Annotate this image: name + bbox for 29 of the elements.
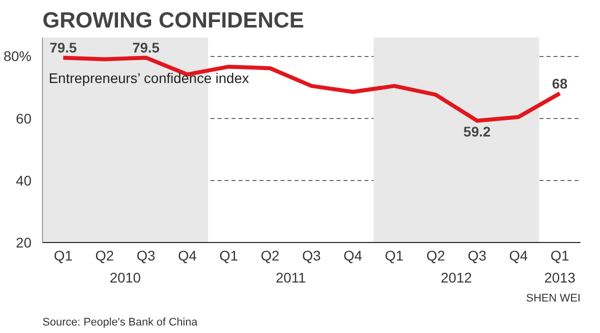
text: 2012 (440, 270, 472, 286)
x-tick-label: Q2 (260, 248, 280, 264)
text: 2010 (110, 270, 142, 286)
data-label: 59.2 (463, 124, 491, 140)
series-label: Entrepreneurs’ confidence index (48, 70, 249, 86)
y-tick-label: 80% (3, 48, 32, 64)
x-tick-label: Q1 (54, 248, 73, 264)
x-tick-label: Q4 (509, 248, 528, 264)
x-tick-label: Q1 (550, 248, 570, 264)
text: 2011 (276, 270, 306, 286)
x-tick-label: Q3 (468, 248, 487, 264)
x-tick-label: Q2 (426, 248, 446, 264)
source-note: Source: People's Bank of China (42, 316, 198, 328)
x-tick-label: Q2 (95, 248, 114, 264)
x-tick-label: Q1 (384, 248, 404, 264)
y-tick-label: 20 (16, 234, 32, 250)
x-tick-label: Q3 (136, 248, 156, 264)
y-tick-label: 60 (16, 110, 32, 126)
x-tick-label: Q3 (302, 248, 322, 264)
x-tick-label: Q4 (344, 248, 362, 264)
x-tick-label: Q4 (178, 248, 197, 264)
y-tick-label: 40 (16, 172, 32, 188)
data-label: 79.5 (50, 40, 78, 56)
chart-title: GROWING CONFIDENCE (42, 8, 304, 32)
data-label: 68 (552, 75, 568, 92)
text: 2013 (544, 270, 576, 286)
x-tick-label: Q1 (219, 248, 238, 264)
data-label: 79.5 (132, 40, 160, 56)
text: SHEN WEI (526, 292, 581, 304)
